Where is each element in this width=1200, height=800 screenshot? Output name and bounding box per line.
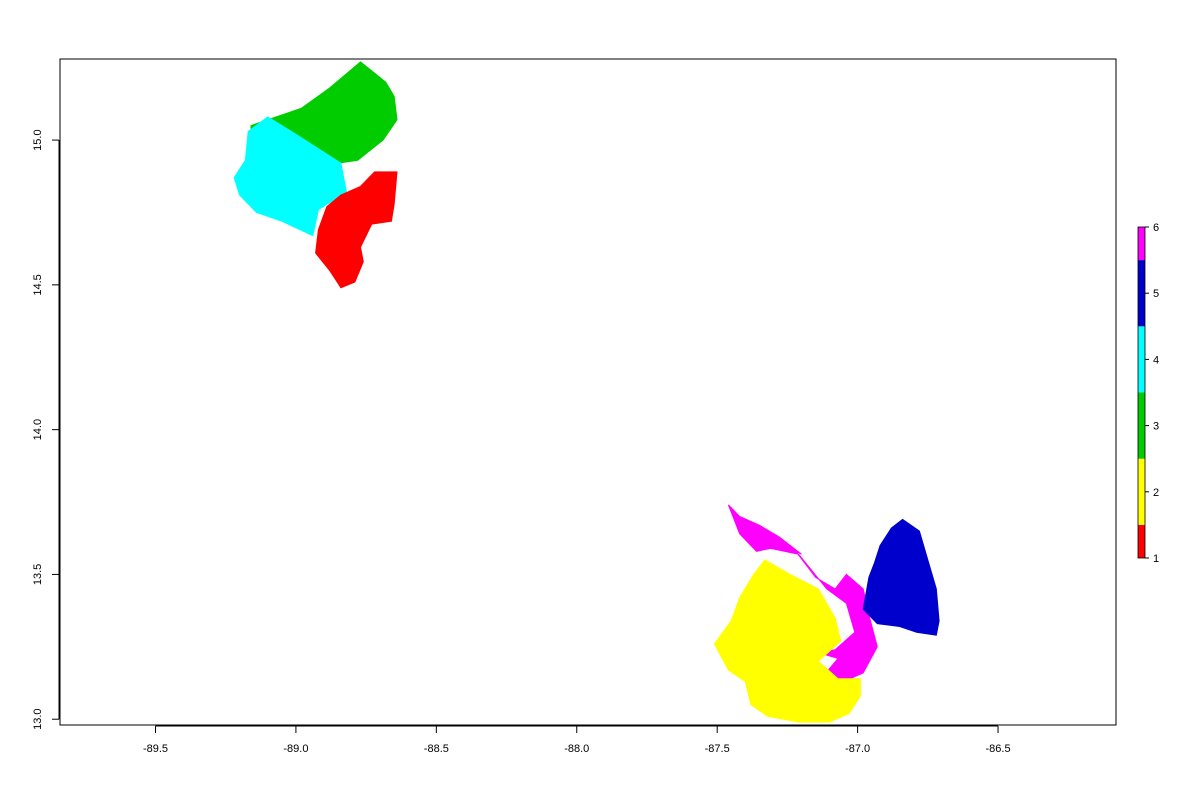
x-axis: -89.5 -89.0 -88.5 -88.0 -87.5 -87.0 -86.5 <box>143 725 1011 755</box>
region-class-5 <box>862 518 940 636</box>
region-class-2 <box>713 559 861 723</box>
legend-color-swatch <box>1138 227 1145 261</box>
plot-frame <box>59 58 1117 726</box>
legend-color-swatch <box>1138 458 1145 525</box>
legend-bar-frame <box>1137 226 1146 559</box>
y-tick-label: 13.0 <box>32 708 44 729</box>
y-tick-label: 13.5 <box>32 564 44 585</box>
y-tick-label: 14.5 <box>32 274 44 295</box>
legend-color-swatch <box>1138 260 1145 327</box>
legend-tick-label: 3 <box>1153 421 1159 433</box>
region-class-1 <box>315 171 398 289</box>
y-tick-label: 15.0 <box>32 129 44 150</box>
x-tick-label: -89.5 <box>143 743 168 755</box>
x-tick-label: -88.5 <box>424 743 449 755</box>
legend-color-swatch <box>1138 524 1145 558</box>
legend-tick-label: 5 <box>1153 288 1159 300</box>
y-tick-label: 14.0 <box>32 419 44 440</box>
region-class-4 <box>233 116 348 237</box>
legend-tick-label: 2 <box>1153 487 1159 499</box>
x-tick-label: -87.0 <box>845 743 870 755</box>
raster-regions <box>233 61 940 723</box>
legend-color-swatch <box>1138 326 1145 393</box>
x-tick-label: -88.0 <box>564 743 589 755</box>
legend-color-swatch <box>1138 392 1145 459</box>
x-tick-label: -87.5 <box>705 743 730 755</box>
y-axis: 13.0 13.5 14.0 14.5 15.0 <box>32 129 60 730</box>
legend-tick-label: 1 <box>1153 553 1159 565</box>
legend-tick-label: 6 <box>1153 222 1159 234</box>
x-tick-label: -89.0 <box>283 743 308 755</box>
x-tick-label: -86.5 <box>986 743 1011 755</box>
color-legend: 1 2 3 4 5 6 <box>1137 222 1159 565</box>
legend-tick-label: 4 <box>1153 354 1159 366</box>
